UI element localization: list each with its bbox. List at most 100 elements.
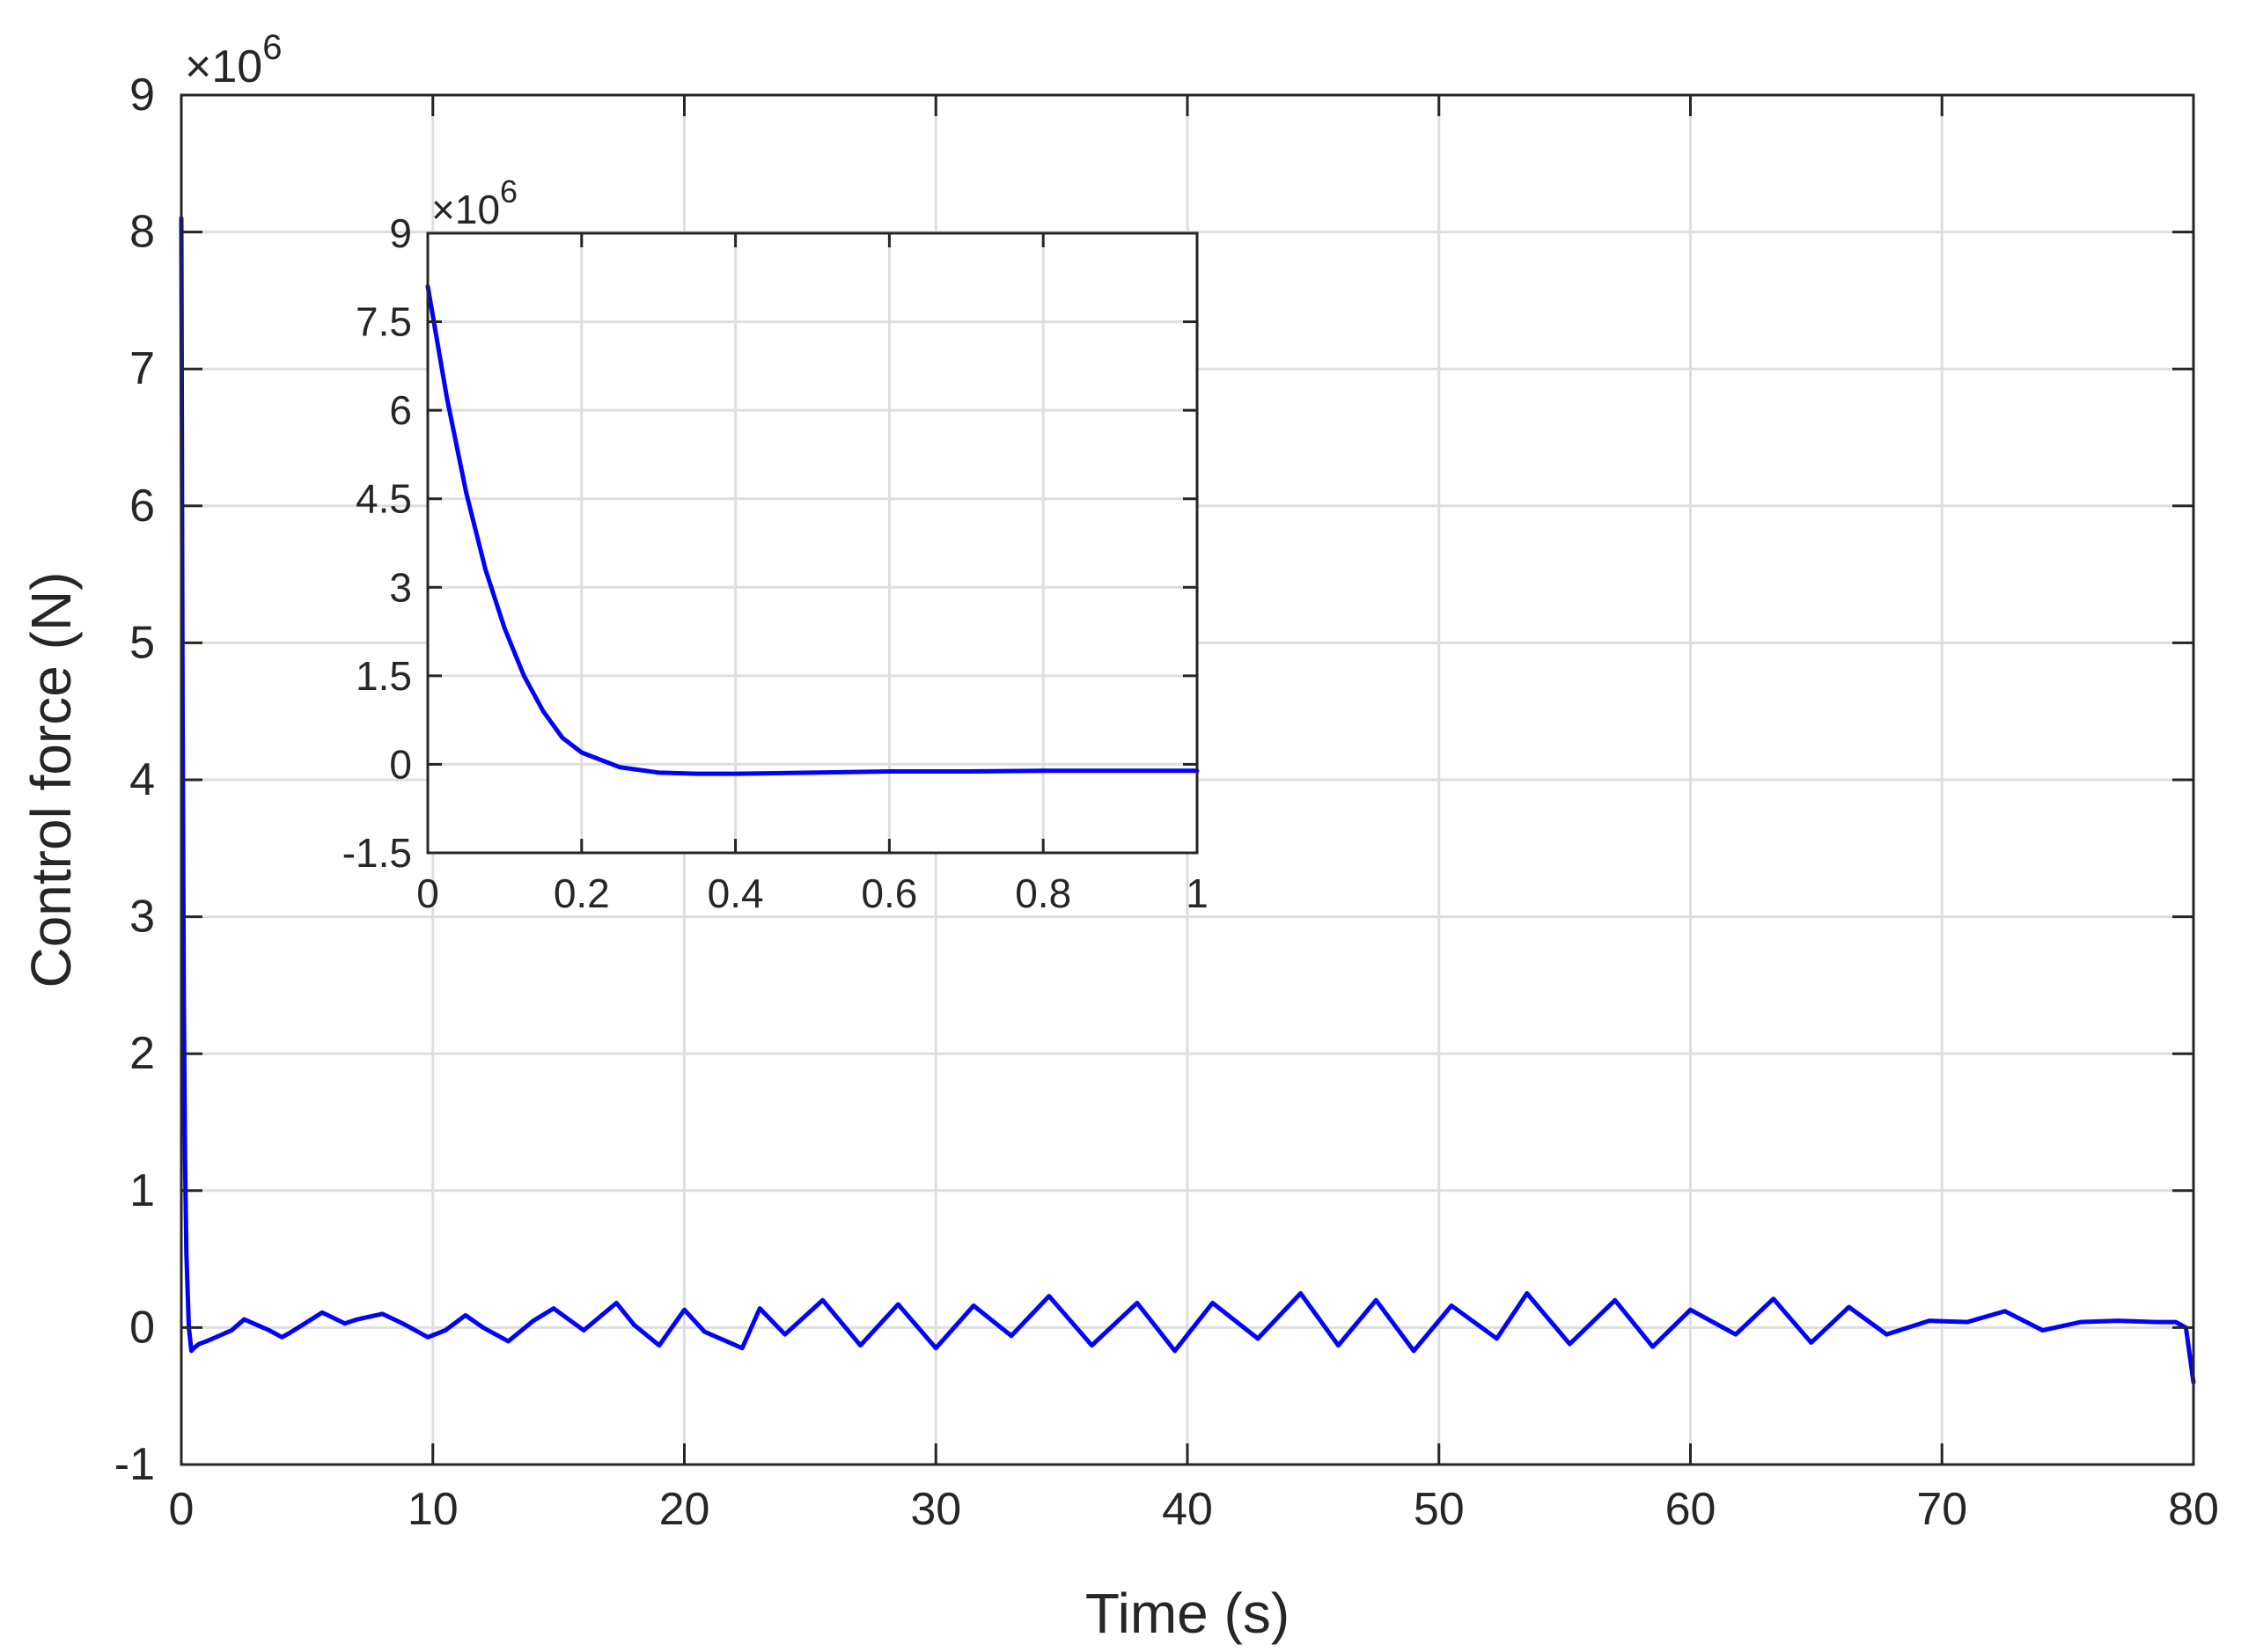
- inset-data-point: [543, 711, 544, 712]
- main-data-point: [2118, 1320, 2119, 1321]
- main-data-point: [2042, 1330, 2043, 1331]
- inset-ticks: [426, 231, 1199, 855]
- inset-data-point: [812, 772, 813, 773]
- main-data-point: [322, 1312, 323, 1313]
- main-x-tick-label: 80: [2168, 1484, 2219, 1535]
- main-x-tick-label: 60: [1665, 1484, 1716, 1535]
- main-y-tick-label: 7: [129, 343, 155, 394]
- main-data-point: [936, 1347, 937, 1348]
- main-data-point: [508, 1340, 509, 1341]
- main-data-point: [2176, 1322, 2177, 1323]
- inset-x-tick-label: 0.2: [554, 870, 610, 916]
- main-y-tick-label: 1: [129, 1165, 155, 1216]
- main-data-point: [1338, 1345, 1339, 1346]
- inset-y-multiplier-exponent: 6: [500, 173, 518, 209]
- inset-y-tick-label: 4.5: [356, 476, 412, 522]
- main-data-point: [1174, 1350, 1175, 1351]
- main-data-point: [194, 1347, 195, 1348]
- main-data-point: [1773, 1298, 1774, 1299]
- inset-y-tick-label: 1.5: [356, 653, 412, 699]
- main-data-point: [1848, 1307, 1849, 1308]
- main-data-point: [784, 1334, 785, 1335]
- inset-x-tick-label: 1: [1186, 870, 1209, 916]
- main-data-point: [1526, 1293, 1527, 1294]
- inset-axes: 0 0.2 0.4 0.6 0.8 1 -1.501.534.567.59 ×106: [342, 173, 1209, 916]
- main-data-point: [482, 1327, 483, 1328]
- inset-grid: [428, 233, 1197, 853]
- inset-y-tick-label: 9: [389, 210, 412, 256]
- inset-y-multiplier-base: ×10: [431, 187, 500, 232]
- main-x-tick-label: 50: [1414, 1484, 1465, 1535]
- main-y-tick-label: 6: [129, 481, 155, 532]
- inset-series-line: [425, 283, 1200, 776]
- inset-x-tick-label: 0.6: [861, 870, 917, 916]
- main-data-point: [382, 1313, 383, 1314]
- main-data-point: [1966, 1322, 1967, 1323]
- main-x-tick-label: 40: [1162, 1484, 1213, 1535]
- main-data-point: [1376, 1300, 1377, 1301]
- main-x-tick-label: 20: [659, 1484, 710, 1535]
- main-data-point: [1451, 1305, 1452, 1306]
- main-x-axis-label: Time (s): [1085, 1582, 1289, 1645]
- inset-x-tick-label: 0.8: [1015, 870, 1071, 916]
- main-data-point: [1496, 1338, 1497, 1339]
- main-y-multiplier-base: ×10: [185, 41, 262, 92]
- main-data-point: [428, 1337, 429, 1338]
- main-data-point: [183, 998, 184, 999]
- main-data-point: [185, 1163, 186, 1164]
- main-data-point: [1300, 1293, 1301, 1294]
- inset-x-tick-label: 0: [416, 870, 439, 916]
- main-data-point: [704, 1332, 705, 1333]
- main-data-point: [1091, 1345, 1092, 1346]
- main-data-point: [658, 1345, 659, 1346]
- main-x-tick-label: 10: [408, 1484, 459, 1535]
- inset-series-group: [425, 283, 1200, 776]
- main-data-point: [1886, 1334, 1887, 1335]
- inset-data-point: [524, 675, 525, 676]
- main-data-point: [231, 1330, 232, 1331]
- main-x-tick-label: 30: [910, 1484, 961, 1535]
- main-x-tick-label: 70: [1916, 1484, 1967, 1535]
- inset-y-tick-labels: -1.5 0 1.5 3 4.5 6 7.5 9: [342, 210, 412, 876]
- main-data-point: [898, 1303, 899, 1304]
- main-y-tick-label: 5: [129, 617, 155, 668]
- main-data-point: [533, 1320, 534, 1321]
- main-data-point: [306, 1322, 307, 1323]
- main-series-group: [179, 216, 2196, 1385]
- main-data-point: [206, 1340, 207, 1341]
- inset-data-point: [735, 774, 736, 775]
- main-y-axis-label: Control force (N): [19, 572, 83, 988]
- inset-y-tick-label: -1.5: [342, 830, 412, 876]
- main-y-tick-label: -1: [114, 1439, 155, 1490]
- inset-data-point: [1043, 770, 1044, 771]
- main-data-point: [860, 1345, 861, 1346]
- main-series-line: [179, 216, 2196, 1385]
- main-data-point: [1569, 1344, 1570, 1345]
- inset-data-point: [504, 628, 505, 629]
- inset-y-tick-label: 0: [389, 741, 412, 787]
- main-y-tick-label: 8: [129, 207, 155, 258]
- main-data-point: [2080, 1322, 2081, 1323]
- main-data-point: [199, 1344, 200, 1345]
- inset-data-point: [485, 569, 486, 570]
- main-data-point: [465, 1315, 466, 1316]
- inset-axes-box: [426, 231, 1199, 855]
- main-data-point: [191, 1350, 192, 1351]
- inset-y-tick-label: 6: [389, 387, 412, 433]
- main-y-tick-labels: -1 0 1 2 3 4 5 6 7 8 9: [114, 70, 155, 1490]
- main-data-point: [1690, 1310, 1691, 1311]
- main-y-tick-label: 9: [129, 70, 155, 121]
- main-y-multiplier: ×106: [185, 28, 282, 92]
- inset-plot-area: [428, 233, 1197, 853]
- main-data-point: [1258, 1338, 1259, 1339]
- main-data-point: [357, 1319, 358, 1320]
- inset-data-point: [696, 774, 697, 775]
- main-y-tick-label: 2: [129, 1028, 155, 1079]
- main-x-tick-label: 0: [169, 1484, 195, 1535]
- main-x-tick-labels: 0 10 20 30 40 50 60 70 80: [169, 1484, 2219, 1535]
- inset-data-point: [889, 771, 890, 772]
- inset-data-point: [466, 493, 467, 494]
- main-y-tick-label: 4: [129, 754, 155, 805]
- main-data-point: [1735, 1334, 1736, 1335]
- main-data-point: [402, 1323, 403, 1324]
